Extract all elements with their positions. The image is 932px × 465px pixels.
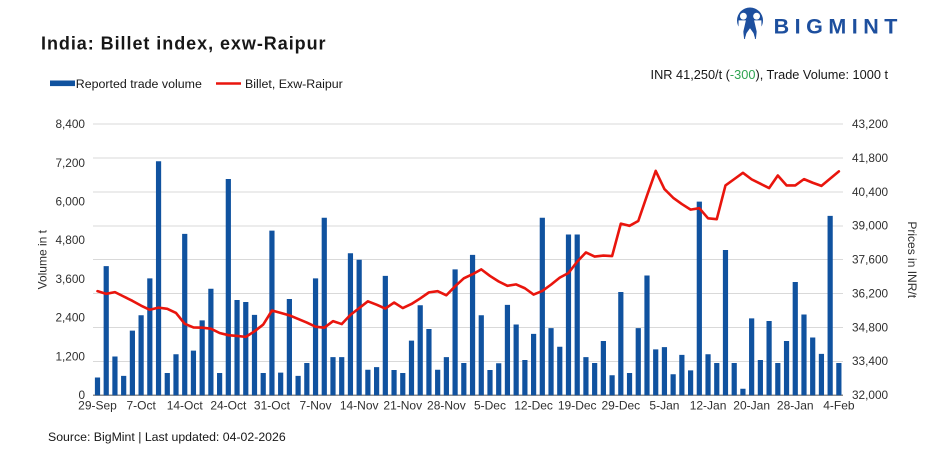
svg-text:4,800: 4,800	[55, 233, 85, 247]
svg-text:14-Oct: 14-Oct	[167, 399, 204, 413]
svg-text:5-Jan: 5-Jan	[649, 399, 679, 413]
svg-text:34,800: 34,800	[852, 320, 889, 334]
svg-text:0: 0	[78, 388, 85, 402]
svg-text:Source: BigMint | Last updated: Source: BigMint | Last updated: 04-02-20…	[48, 430, 286, 444]
svg-text:8,400: 8,400	[55, 117, 85, 131]
svg-text:1,200: 1,200	[55, 349, 85, 363]
svg-text:BIGMINT: BIGMINT	[774, 15, 903, 39]
svg-text:Reported trade volume: Reported trade volume	[76, 77, 202, 91]
svg-text:3,600: 3,600	[55, 272, 85, 286]
svg-text:20-Jan: 20-Jan	[733, 399, 770, 413]
svg-text:Volume in t: Volume in t	[36, 229, 50, 289]
svg-text:2,400: 2,400	[55, 311, 85, 325]
svg-text:33,400: 33,400	[852, 354, 889, 368]
svg-text:India: Billet index, exw-Raipu: India: Billet index, exw-Raipur	[41, 34, 327, 54]
svg-text:21-Nov: 21-Nov	[383, 399, 422, 413]
svg-text:36,200: 36,200	[852, 286, 889, 300]
svg-text:43,200: 43,200	[852, 117, 889, 131]
svg-text:Prices in INR/t: Prices in INR/t	[905, 221, 919, 298]
svg-text:28-Jan: 28-Jan	[777, 399, 814, 413]
svg-text:24-Oct: 24-Oct	[210, 399, 247, 413]
svg-text:7,200: 7,200	[55, 156, 85, 170]
svg-text:31-Oct: 31-Oct	[254, 399, 291, 413]
svg-text:6,000: 6,000	[55, 195, 85, 209]
svg-text:37,600: 37,600	[852, 253, 889, 267]
svg-text:39,000: 39,000	[852, 219, 889, 233]
svg-text:19-Dec: 19-Dec	[558, 399, 597, 413]
svg-text:7-Oct: 7-Oct	[126, 399, 156, 413]
svg-text:40,400: 40,400	[852, 185, 889, 199]
svg-text:32,000: 32,000	[852, 388, 889, 402]
svg-text:4-Feb: 4-Feb	[823, 399, 855, 413]
svg-text:5-Dec: 5-Dec	[474, 399, 506, 413]
svg-text:12-Dec: 12-Dec	[514, 399, 553, 413]
svg-text:7-Nov: 7-Nov	[300, 399, 332, 413]
svg-text:28-Nov: 28-Nov	[427, 399, 466, 413]
svg-text:14-Nov: 14-Nov	[340, 399, 379, 413]
svg-text:12-Jan: 12-Jan	[690, 399, 727, 413]
svg-text:INR 41,250/t (-300), Trade Vol: INR 41,250/t (-300), Trade Volume: 1000 …	[651, 67, 889, 82]
svg-text:29-Sep: 29-Sep	[78, 399, 117, 413]
svg-text:29-Dec: 29-Dec	[601, 399, 640, 413]
svg-text:Billet, Exw-Raipur: Billet, Exw-Raipur	[245, 77, 343, 91]
svg-text:41,800: 41,800	[852, 151, 889, 165]
